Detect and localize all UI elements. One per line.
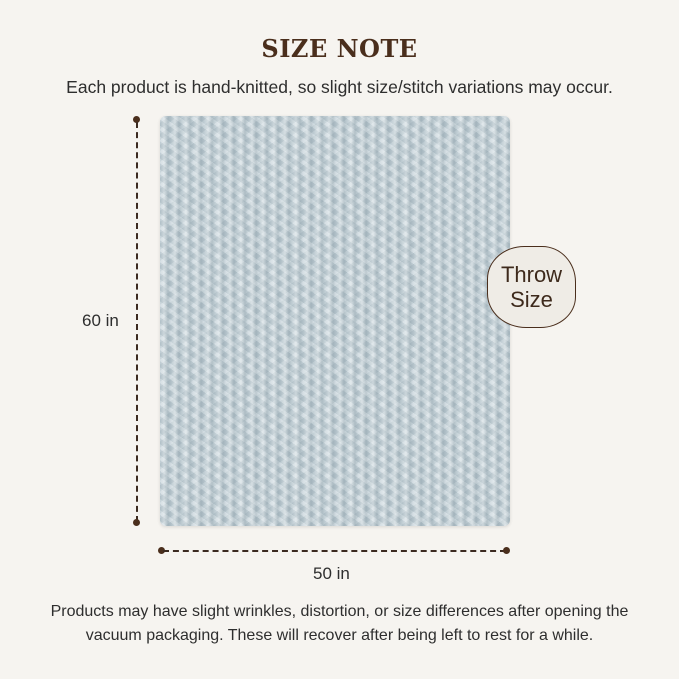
width-label: 50 in — [313, 564, 350, 583]
subtitle: Each product is hand-knitted, so slight … — [66, 77, 613, 97]
page-title: SIZE NOTE — [261, 34, 418, 63]
footer-line-2: vacuum packaging. These will recover aft… — [85, 627, 594, 644]
height-dimension-line — [136, 122, 138, 522]
size-badge: Throw Size — [487, 246, 576, 328]
footer-line-1: Products may have slight wrinkles, disto… — [50, 603, 629, 620]
height-label: 60 in — [82, 311, 119, 330]
badge-line2: Size — [510, 287, 553, 312]
knit-blanket-image — [160, 116, 510, 526]
width-dimension-line — [163, 550, 506, 552]
height-marker-top — [133, 116, 140, 123]
width-marker-left — [158, 547, 165, 554]
width-marker-right — [503, 547, 510, 554]
footer-note: Products may have slight wrinkles, disto… — [0, 600, 679, 648]
badge-line1: Throw — [500, 262, 563, 287]
height-marker-bottom — [133, 519, 140, 526]
